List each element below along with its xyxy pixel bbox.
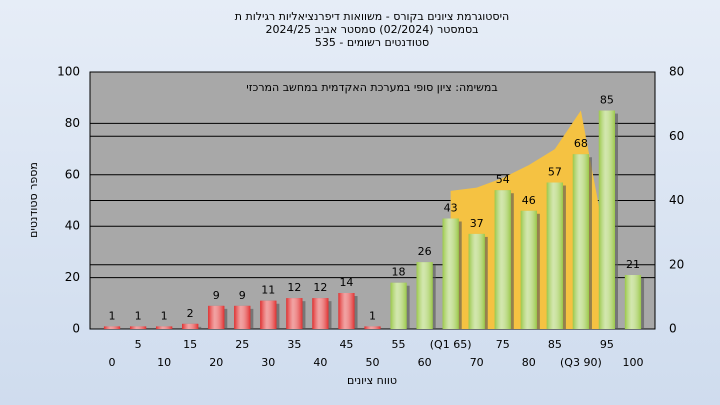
y-tick-label: 80 xyxy=(65,116,80,130)
x-tick-label: 45 xyxy=(339,338,353,351)
bar-shine xyxy=(260,300,277,329)
x-tick-label: 15 xyxy=(183,338,197,351)
bar-shine xyxy=(546,182,563,329)
x-tick-label: 50 xyxy=(366,356,380,369)
y-tick-label: 100 xyxy=(57,65,80,79)
x-tick-label: 40 xyxy=(313,356,327,369)
bar-shine xyxy=(624,275,642,329)
y-tick-label: 20 xyxy=(65,270,80,284)
x-tick-label: 25 xyxy=(235,338,249,351)
bar-shine xyxy=(598,110,616,329)
y-tick-label: 60 xyxy=(65,167,80,181)
bar-shine xyxy=(182,323,199,329)
bar-shine xyxy=(156,326,173,329)
bar-shine xyxy=(468,233,485,329)
y2-tick-label: 40 xyxy=(669,193,684,207)
bar-shine xyxy=(338,293,355,329)
data-label: 18 xyxy=(392,266,406,279)
x-tick-label: 10 xyxy=(157,356,171,369)
bar-shine xyxy=(416,262,433,329)
data-label: 1 xyxy=(135,309,142,322)
x-tick-label: 75 xyxy=(496,338,510,351)
data-label: 68 xyxy=(574,137,588,150)
bar-shine xyxy=(129,326,147,329)
y-tick-label: 0 xyxy=(72,322,80,336)
data-label: 54 xyxy=(496,173,510,186)
x-tick-label: (Q1 65) xyxy=(430,338,472,351)
bar-shine xyxy=(572,154,589,329)
y2-tick-label: 80 xyxy=(669,65,684,79)
x-tick-label: 35 xyxy=(287,338,301,351)
x-tick-label: 5 xyxy=(135,338,142,351)
x-tick-label: 70 xyxy=(470,356,484,369)
x-tick-label: 20 xyxy=(209,356,223,369)
y2-tick-label: 20 xyxy=(669,257,684,271)
y-axis-label: מספר סטודנטים xyxy=(27,162,40,238)
data-label: 26 xyxy=(418,245,432,258)
data-label: 85 xyxy=(600,94,614,107)
data-label: 1 xyxy=(109,309,116,322)
data-label: 2 xyxy=(187,307,194,320)
chart-title: היסטוגרמת ציונים בקורס - משוואות דיפרנצי… xyxy=(235,10,509,23)
y2-tick-label: 60 xyxy=(669,129,684,143)
x-tick-label: 100 xyxy=(622,356,643,369)
annotation-box xyxy=(250,80,490,96)
data-label: 21 xyxy=(626,258,640,271)
x-tick-label: 85 xyxy=(548,338,562,351)
bar-shine xyxy=(442,218,459,329)
bar-shine xyxy=(234,305,251,329)
data-label: 14 xyxy=(339,276,353,289)
bar-shine xyxy=(208,305,225,329)
data-label: 1 xyxy=(161,309,168,322)
data-label: 11 xyxy=(261,284,275,297)
bar-shine xyxy=(312,298,329,329)
x-tick-label: 55 xyxy=(392,338,406,351)
data-label: 9 xyxy=(239,289,246,302)
data-label: 12 xyxy=(313,281,327,294)
x-axis-label: טווח ציונים xyxy=(347,374,397,387)
x-tick-label: 30 xyxy=(261,356,275,369)
y2-tick-label: 0 xyxy=(669,322,677,336)
x-tick-label: 0 xyxy=(109,356,116,369)
x-tick-label: 95 xyxy=(600,338,614,351)
bar-shine xyxy=(494,190,511,329)
data-label: 12 xyxy=(287,281,301,294)
bar-shine xyxy=(364,326,381,329)
bar-shine xyxy=(103,326,121,329)
data-label: 43 xyxy=(444,201,458,214)
annotation: במשימה: ציון סופי במערכת האקדמית במחשב ה… xyxy=(246,81,497,94)
bar-shine xyxy=(520,210,537,329)
bar-shine xyxy=(286,298,303,329)
data-label: 9 xyxy=(213,289,220,302)
x-tick-label: 60 xyxy=(418,356,432,369)
data-label: 57 xyxy=(548,166,562,179)
x-tick-label: 80 xyxy=(522,356,536,369)
bar-shine xyxy=(390,282,407,329)
chart-subtitle: סטודנטים רשומים - 535 xyxy=(315,36,429,49)
data-label: 37 xyxy=(470,217,484,230)
y-tick-label: 40 xyxy=(65,219,80,233)
data-label: 1 xyxy=(369,309,376,322)
chart-subtitle: בסמסטר (02/2024) סמסטר אביב 2024/25 xyxy=(265,23,478,36)
x-tick-label: (Q3 90) xyxy=(560,356,602,369)
data-label: 46 xyxy=(522,194,536,207)
